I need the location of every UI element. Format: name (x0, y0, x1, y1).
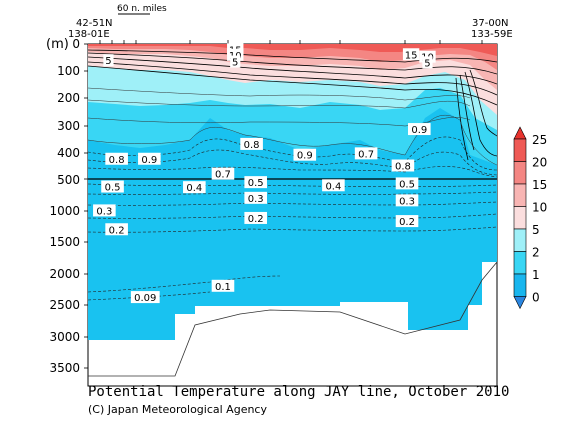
contour-label-bg (407, 123, 431, 136)
y-ticks-lower: 1000 1500 2000 2500 3000 3500 (49, 204, 80, 375)
y-tick-marks (84, 43, 88, 369)
contour-label: 5 (424, 58, 430, 69)
colorbar-tick-label: 2 (532, 246, 540, 260)
y-tick-label: 2000 (49, 267, 80, 281)
colorbar-swatch (513, 206, 527, 230)
contour-label: 0.8 (244, 140, 260, 151)
contour-label-bg (240, 137, 263, 150)
right-station-lon: 133-59E (471, 29, 513, 40)
contour-label: 0.9 (297, 151, 313, 162)
colorbar-swatch (513, 251, 527, 275)
y-tick-label: 2500 (49, 298, 80, 312)
contour-label: 0.3 (248, 194, 264, 205)
colorbar-swatch (513, 273, 527, 297)
colorbar-tick-label: 20 (532, 156, 547, 170)
contour-label: 0.5 (105, 183, 121, 194)
colorbar-tick-label: 1 (532, 268, 540, 282)
contour-label-bg (101, 180, 124, 193)
seafloor-line (88, 261, 498, 377)
contour-label: 0.09 (134, 293, 156, 304)
y-tick-label: 1000 (49, 204, 80, 218)
contour-label: 0.9 (141, 155, 157, 166)
colorbar-tick-label: 0 (532, 291, 540, 305)
y-tick-label: 200 (57, 91, 80, 105)
contour-label: 0.2 (399, 217, 415, 228)
colorbar-swatch (513, 183, 527, 207)
contour-label: 0.2 (248, 214, 264, 225)
contour-label-bg (422, 56, 433, 69)
contour-label: 0.8 (109, 155, 125, 166)
contour-label-bg (395, 177, 419, 190)
colorbar-tick-label: 25 (532, 133, 547, 147)
contour-labels: 151055151050.80.90.80.90.70.90.80.70.50.… (93, 43, 436, 304)
ocean-section (88, 44, 497, 340)
contour-label: 0.5 (248, 178, 264, 189)
upper-contours (88, 87, 497, 166)
layer-20plus (88, 44, 497, 56)
contour-label: 0.1 (215, 282, 231, 293)
y-unit-label: (m) (46, 37, 69, 52)
contour-label: 15 (405, 50, 418, 61)
y-tick-label: 500 (57, 173, 80, 187)
contour-label-bg (138, 152, 161, 165)
contour-label: 0.5 (399, 179, 415, 190)
contour-label-bg (105, 152, 128, 165)
colorbar-tick-label: 15 (532, 178, 547, 192)
colorbar-tick-label: 10 (532, 201, 547, 215)
contour-label-bg (244, 176, 267, 189)
y-tick-label: 300 (57, 119, 80, 133)
colorbar-swatch (513, 228, 527, 252)
top-tick-marks (99, 40, 483, 44)
contour-label-bg (244, 211, 267, 224)
y-tick-label: 3000 (49, 330, 80, 344)
left-station-lat: 42-51N (76, 18, 113, 29)
contour-label: 0.2 (109, 225, 125, 236)
contour-label-bg (402, 48, 420, 61)
scale-bar-label: 60 n. miles (117, 4, 167, 14)
right-station-lat: 37-00N (472, 18, 509, 29)
contour-label-bg (183, 181, 206, 194)
y-tick-label: 400 (57, 146, 80, 160)
chart-title: Potential Temperature along JAY line, Oc… (88, 384, 510, 400)
contour-label: 0.7 (215, 170, 231, 181)
colorbar-bottom-arrow (513, 296, 527, 310)
contour-label: 0.9 (411, 125, 427, 136)
surface-contours (88, 49, 497, 161)
colorbar-swatch (513, 161, 527, 185)
credit-text: (C) Japan Meteorological Agency (88, 403, 267, 416)
colorbar-top-arrow (513, 126, 527, 140)
colorbar-swatch (513, 138, 527, 162)
contour-label: 5 (105, 56, 111, 67)
y-ticks-upper: 0 100 200 300 400 500 (57, 37, 80, 187)
y-tick-label: 0 (72, 37, 80, 51)
contour-label-bg (230, 55, 241, 68)
y-tick-label: 100 (57, 64, 80, 78)
contour-label-bg (211, 167, 235, 180)
contour-label-bg (395, 194, 419, 207)
contour-label: 0.7 (358, 149, 374, 160)
y-tick-label: 1500 (49, 235, 80, 249)
colorbar-tick-label: 5 (532, 223, 540, 237)
contour-label-bg (293, 148, 317, 161)
contour-label-bg (391, 159, 415, 172)
contour-label: 0.4 (186, 183, 202, 194)
contour-label-bg (395, 215, 419, 228)
contour-label-bg (93, 204, 116, 217)
contour-label-bg (322, 179, 345, 192)
contour-label-bg (105, 223, 128, 236)
contour-label-bg (354, 147, 378, 160)
y-tick-label: 3500 (49, 361, 80, 375)
contour-label: 0.8 (395, 162, 411, 173)
contour-label-bg (244, 191, 267, 204)
contour-label-bg (103, 54, 114, 67)
contour-label: 5 (232, 58, 238, 69)
contour-label: 0.3 (399, 196, 415, 207)
contour-label: 0.3 (96, 206, 112, 217)
left-station-lon: 138-01E (68, 29, 110, 40)
contour-label-bg (130, 291, 160, 304)
contour-label-bg (211, 279, 235, 292)
contour-label: 0.4 (325, 181, 341, 192)
